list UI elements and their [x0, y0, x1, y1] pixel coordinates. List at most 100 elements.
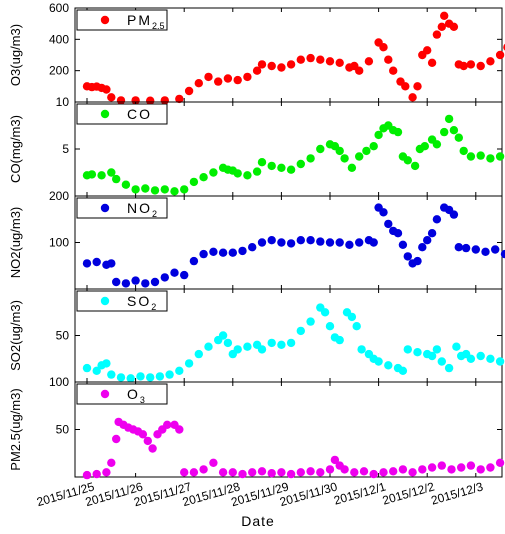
panel-3: 200 100 NO2(ug/m3) NO2	[8, 189, 505, 290]
legend-box	[76, 9, 168, 31]
data-point	[160, 185, 169, 194]
data-point	[374, 130, 383, 140]
data-point	[408, 93, 417, 102]
data-point	[403, 252, 412, 261]
data-point	[131, 185, 140, 194]
data-point	[248, 468, 257, 477]
data-point	[325, 465, 335, 474]
data-point	[316, 55, 325, 64]
x-tick-label: 2015/12/1	[332, 479, 387, 507]
data-point	[362, 146, 371, 156]
data-point	[267, 338, 276, 348]
data-point	[444, 114, 454, 124]
data-point	[257, 238, 267, 247]
data-point	[352, 322, 361, 331]
data-point	[495, 458, 505, 467]
data-point	[267, 236, 276, 245]
data-point	[116, 96, 126, 105]
data-point	[243, 171, 252, 180]
data-point	[437, 461, 446, 470]
data-point	[335, 238, 344, 247]
data-point	[163, 420, 172, 429]
data-point	[447, 465, 456, 474]
data-point	[476, 465, 485, 474]
data-point	[257, 60, 267, 69]
data-point	[277, 340, 286, 349]
data-point	[204, 342, 213, 351]
data-point	[286, 239, 296, 248]
data-point	[92, 366, 101, 375]
data-point	[126, 374, 135, 383]
data-point	[223, 338, 233, 348]
data-point	[427, 463, 437, 472]
data-point	[160, 273, 169, 282]
legend-label: CO	[127, 106, 152, 122]
data-point	[286, 469, 296, 479]
data-point	[408, 468, 417, 477]
data-point	[325, 238, 335, 247]
y-tick-label: 400	[49, 32, 69, 46]
data-point	[355, 66, 364, 75]
data-point	[427, 229, 437, 238]
data-point	[102, 359, 111, 368]
data-point	[401, 82, 410, 91]
data-point	[500, 249, 505, 259]
y-axis-label: NO2(ug/m3)	[8, 207, 23, 279]
data-point	[398, 240, 408, 249]
y-tick-label: 5	[62, 142, 69, 156]
data-point	[267, 161, 276, 171]
data-point	[189, 177, 199, 187]
data-point	[449, 22, 459, 31]
data-point	[138, 430, 148, 439]
data-point	[180, 185, 189, 194]
y-tick-label: 50	[56, 423, 70, 437]
data-point	[150, 277, 160, 287]
data-point	[459, 61, 468, 71]
data-point	[175, 366, 184, 375]
data-point	[454, 133, 463, 142]
legend-box	[76, 197, 168, 219]
data-point	[112, 434, 121, 444]
data-point	[218, 248, 228, 257]
data-point	[325, 57, 335, 66]
legend-marker	[100, 109, 110, 119]
data-point	[218, 468, 228, 477]
data-point	[491, 245, 500, 254]
legend-box	[76, 103, 168, 125]
data-point	[316, 144, 325, 154]
y-axis-label: CO(mg/m3)	[8, 115, 23, 183]
data-point	[184, 86, 194, 96]
data-point	[457, 463, 466, 472]
y-tick-label: 100	[49, 375, 69, 389]
data-point	[486, 354, 495, 363]
data-point	[316, 237, 325, 246]
data-point	[107, 259, 116, 268]
data-point	[413, 348, 422, 357]
data-point	[379, 208, 388, 217]
data-point	[148, 444, 157, 453]
data-point	[209, 168, 218, 177]
data-point	[340, 154, 349, 163]
legend-marker	[100, 203, 110, 213]
data-point	[204, 72, 213, 82]
data-point	[97, 171, 106, 180]
data-point	[160, 96, 169, 105]
legend-marker	[100, 15, 110, 25]
data-point	[175, 425, 184, 434]
data-point	[325, 322, 335, 331]
data-point	[306, 467, 315, 476]
data-point	[398, 366, 408, 375]
data-point	[427, 58, 437, 67]
data-point	[384, 55, 393, 64]
data-point	[389, 467, 398, 476]
legend-box	[76, 290, 168, 312]
data-point	[286, 60, 296, 69]
data-point	[131, 276, 140, 285]
data-point	[296, 236, 305, 245]
y-axis-label: PM2.5(ug/m3)	[8, 388, 23, 470]
legend-subscript: 2	[152, 209, 157, 219]
data-point	[277, 63, 286, 72]
data-point	[461, 243, 471, 253]
